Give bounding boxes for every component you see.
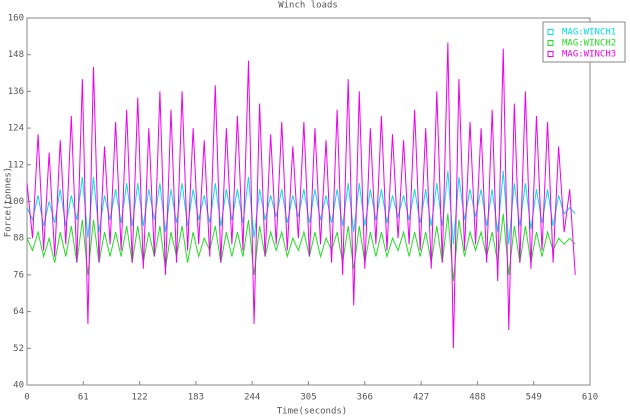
x-tick-label: 0 [24, 393, 29, 403]
y-tick-label: 40 [13, 381, 24, 391]
series-line [26, 213, 576, 282]
legend-box [542, 21, 626, 63]
y-tick-label: 52 [13, 344, 24, 354]
x-tick-label: 122 [131, 393, 147, 403]
y-tick-label: 88 [13, 234, 24, 244]
y-axis-label: Force(tonnes) [4, 167, 14, 237]
y-tick-label: 112 [8, 160, 24, 170]
x-tick-label: 61 [78, 393, 89, 403]
legend-marker [547, 40, 554, 46]
x-tick-label: 427 [413, 393, 429, 403]
x-axis-label: Time(seconds) [277, 407, 347, 417]
legend-marker [547, 51, 554, 57]
y-tick-label: 100 [8, 197, 24, 207]
chart-title: Winch loads [278, 1, 338, 11]
x-tick-label: 366 [357, 393, 373, 403]
x-tick-label: 488 [469, 393, 485, 403]
y-tick-label: 124 [8, 124, 24, 134]
x-tick-label: 305 [300, 393, 316, 403]
series-line [26, 42, 576, 349]
x-tick-label: 183 [188, 393, 204, 403]
y-tick-label: 148 [8, 50, 24, 60]
x-tick-label: 610 [582, 393, 598, 403]
legend-label: MAG:WINCH3 [562, 50, 616, 60]
x-tick-label: 244 [244, 393, 260, 403]
x-tick-label: 549 [526, 393, 542, 403]
y-tick-label: 160 [8, 14, 24, 24]
legend-marker [547, 29, 554, 35]
y-tick-label: 136 [8, 87, 24, 97]
series-line [26, 170, 576, 245]
legend-label: MAG:WINCH2 [562, 39, 616, 49]
y-tick-label: 76 [13, 270, 24, 280]
y-tick-label: 64 [13, 307, 24, 317]
legend-label: MAG:WINCH1 [562, 28, 616, 38]
